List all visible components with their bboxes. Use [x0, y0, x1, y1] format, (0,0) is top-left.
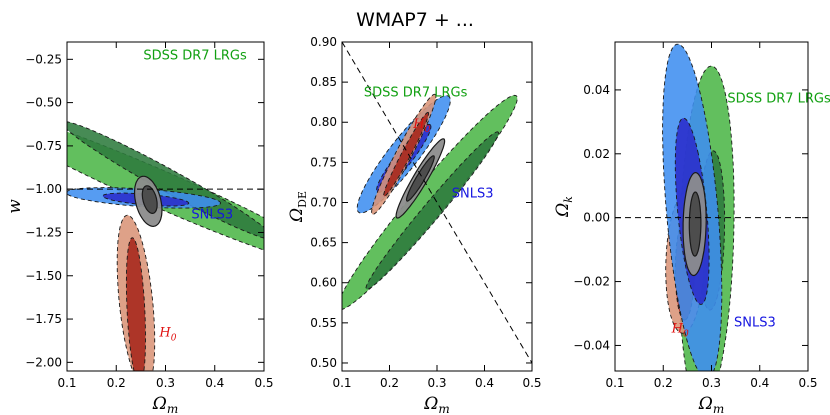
x-tick-label: 0.4 [475, 376, 494, 390]
y-tick-label: 0.90 [310, 35, 337, 49]
y-tick-label: −0.02 [573, 275, 610, 289]
y-axis-label-subscript: k [562, 196, 575, 203]
contour-comb-inner [405, 155, 435, 202]
y-tick-label: −1.25 [25, 225, 62, 239]
reference-diagonal [342, 42, 532, 364]
x-tick-label: 0.1 [332, 376, 351, 390]
x-tick-label: 0.2 [107, 376, 126, 390]
annotation-subscript: 0 [171, 333, 177, 343]
y-axis-label-subscript: DE [296, 191, 309, 208]
x-axis-label: Ωm [152, 394, 179, 415]
x-tick-label: 0.2 [654, 376, 673, 390]
plot-area [615, 43, 808, 371]
annotation-subscript: 0 [683, 330, 689, 340]
x-axis-label: Ωm [698, 394, 725, 415]
y-tick-label: 0.55 [310, 316, 337, 330]
y-tick-label: 0.04 [583, 83, 610, 97]
x-axis-label-subscript: m [438, 402, 449, 415]
y-tick-label: 0.02 [583, 147, 610, 161]
x-tick-label: 0.5 [798, 376, 817, 390]
y-tick-label: −2.00 [25, 355, 62, 369]
y-axis-label: Ωk [553, 196, 575, 218]
y-axis-label: w [5, 199, 25, 214]
y-tick-label: 0.50 [310, 356, 337, 370]
x-tick-label: 0.3 [156, 376, 175, 390]
y-tick-label: 0.65 [310, 236, 337, 250]
annotation-lrg: SDSS DR7 LRGs [143, 48, 247, 63]
y-tick-label: 0.70 [310, 195, 337, 209]
x-axis-label: Ωm [423, 394, 450, 415]
contour-lrg-inner [365, 131, 499, 290]
x-tick-label: 0.3 [427, 376, 446, 390]
y-tick-label: 0.60 [310, 276, 337, 290]
x-tick-label: 0.4 [205, 376, 224, 390]
y-tick-label: −0.25 [25, 52, 62, 66]
x-tick-label: 0.1 [605, 376, 624, 390]
panel-w-vs-omega-m: SDSS DR7 LRGs SNLS3 H0 0.1 0.2 0.3 0.4 0.5 −2.00… [5, 41, 274, 415]
x-axis-label-subscript: m [167, 402, 178, 415]
contour-comb-inner [688, 191, 702, 257]
plot-area [67, 121, 264, 371]
x-axis-label-subscript: m [713, 402, 724, 415]
contour-comb-inner [141, 185, 158, 214]
contour-h0-inner [125, 237, 146, 371]
annotation-snls: SNLS3 [734, 315, 776, 330]
y-tick-label: 0.75 [310, 155, 337, 169]
contour-h0-inner [383, 111, 429, 197]
y-tick-label: 0.00 [583, 211, 610, 225]
contour-lrg-inner [67, 121, 264, 239]
y-tick-label: −0.04 [573, 338, 610, 352]
x-tick-label: 0.3 [702, 376, 721, 390]
x-tick-label: 0.5 [254, 376, 273, 390]
y-tick-label: 0.80 [310, 115, 337, 129]
panels: SDSS DR7 LRGs SNLS3 H0 0.1 0.2 0.3 0.4 0.5 −2.00… [5, 35, 830, 415]
x-tick-label: 0.4 [750, 376, 769, 390]
y-tick-label: 0.85 [310, 75, 337, 89]
plot-area [342, 42, 532, 364]
x-tick-label: 0.1 [57, 376, 76, 390]
y-tick-label: −0.50 [25, 96, 62, 110]
y-tick-label: −0.75 [25, 139, 62, 153]
annotation-snls: SNLS3 [452, 187, 494, 202]
annotation-snls: SNLS3 [191, 208, 233, 223]
x-tick-label: 0.2 [380, 376, 399, 390]
annotation-lrg: SDSS DR7 LRGs [727, 92, 830, 107]
y-tick-label: −1.75 [25, 312, 62, 326]
x-tick-label: 0.5 [522, 376, 541, 390]
annotation-subscript: 0 [425, 125, 431, 135]
y-tick-label: −1.50 [25, 269, 62, 283]
y-axis-label: ΩDE [287, 191, 309, 223]
figure-title: WMAP7 + ... [356, 9, 474, 31]
annotation-lrg: SDSS DR7 LRGs [364, 86, 468, 101]
annotation-h0: H0 [158, 325, 176, 343]
y-tick-label: −1.00 [25, 182, 62, 196]
